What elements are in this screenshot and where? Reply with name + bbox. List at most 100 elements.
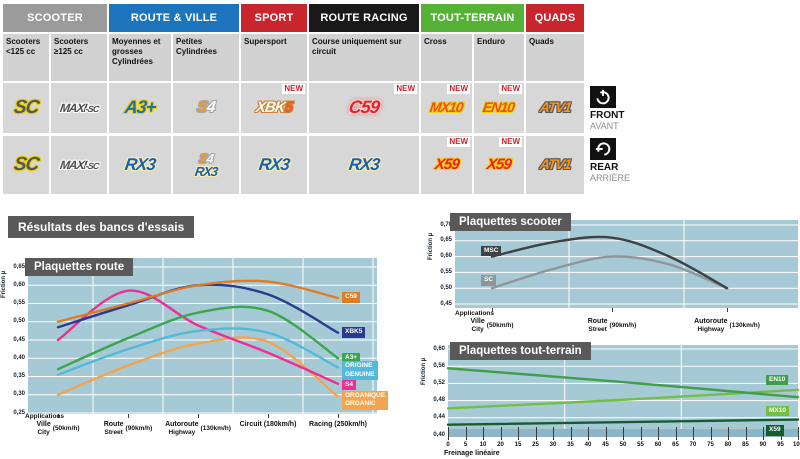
product-logo-rx3: RX3 <box>193 164 219 179</box>
new-badge: NEW <box>447 84 470 94</box>
product-logo-rx3: RX3 <box>347 154 381 174</box>
product-logo-c59: C59 <box>347 97 381 117</box>
front-label: FRONT <box>590 110 625 121</box>
product-cell: S4 <box>173 83 239 133</box>
x-tick <box>128 414 129 418</box>
table-group-header: SPORT <box>241 4 307 32</box>
series-label-msc: MSC <box>481 245 502 257</box>
product-logo-x59: X59 <box>433 156 460 173</box>
rear-label-fr: ARRIÈRE <box>590 173 631 183</box>
chart-plaquettes-route: 0,65 0,60 0,55 0,50 0,45 0,40 0,35 0,30 0,25 C59 X… <box>0 245 420 459</box>
chart-plaquettes-tout-terrain: 0,60 0,56 0,52 0,48 0,44 0,40 EN10 MX10 X59 Plaqu… <box>421 337 800 459</box>
chart-title: Plaquettes route <box>25 258 134 276</box>
x-category-label: Ville City (50km/h) <box>470 318 514 334</box>
y-tick-label: 0,52 <box>433 379 445 386</box>
x-tick <box>465 427 467 440</box>
product-cell: SC <box>3 83 49 133</box>
product-logo-atv1: ATV1 <box>538 99 572 115</box>
table-group-header: ROUTE & VILLE <box>109 4 239 32</box>
y-tick-label: 0,25 <box>13 409 25 416</box>
x-tick <box>798 427 799 440</box>
product-cell: RX3 <box>109 136 171 194</box>
table-subheader-cell: Course uniquement sur circuit <box>309 34 419 81</box>
new-badge: NEW <box>394 84 417 94</box>
new-badge: NEW <box>447 137 470 147</box>
product-cell: NEW MX10 <box>421 83 472 133</box>
x-tick <box>675 427 677 440</box>
series-label-x59: X59 <box>766 425 784 436</box>
x-category-label: Autoroute Highway (130km/h) <box>165 421 231 437</box>
x-category-label: Route Street (90km/h) <box>103 421 153 437</box>
chart-title: Plaquettes tout-terrain <box>450 342 591 360</box>
product-cell: NEW C59 <box>309 83 419 133</box>
x-tick-label: 5 <box>463 442 468 448</box>
series-label-s4: S4 <box>342 380 356 391</box>
x-tick-label: 45 <box>602 442 609 448</box>
x-tick <box>268 414 269 418</box>
x-tick <box>640 427 642 440</box>
x-tick-label: 100 <box>792 442 800 448</box>
product-cell: NEW X59 <box>421 136 472 194</box>
x-tick-label: 20 <box>497 442 504 448</box>
product-cell: ATV1 <box>526 136 584 194</box>
x-category-label: Racing (250km/h) <box>309 421 367 428</box>
y-tick-label: 0,50 <box>440 284 452 291</box>
front-brake-disc-icon <box>590 86 616 108</box>
x-tick-label: 25 <box>532 442 539 448</box>
product-logo-xbk5: XBK5 <box>254 99 294 116</box>
x-tick <box>658 427 659 440</box>
rear-products-row: SC MAXI-SC RX3 S4 RX3 RX3 RX3 NEW X59 NEW X59 ATV1 <box>3 136 584 194</box>
table-group-header: TOUT-TERRAIN <box>421 4 524 32</box>
product-cell: SC <box>3 136 49 194</box>
x-tick <box>570 427 572 440</box>
product-cell: S4 RX3 <box>173 136 239 194</box>
x-tick-label: 80 <box>724 442 732 448</box>
y-axis-label: Friction µ <box>421 357 427 385</box>
x-category-label: Ville City (50km/h) <box>36 421 80 437</box>
product-logo-s4: S4 <box>196 99 217 116</box>
new-badge: NEW <box>499 84 522 94</box>
product-logo-sc: SC <box>12 97 40 118</box>
y-tick-label: 0,65 <box>13 263 25 270</box>
product-logo-maxisc: MAXI-SC <box>58 101 99 115</box>
series-label-en10: EN10 <box>766 374 789 386</box>
table-subheader-cell: Enduro <box>474 34 524 81</box>
rear-label: REAR <box>590 162 619 173</box>
product-cell: NEW XBK5 <box>241 83 307 133</box>
table-subheader-cell: Moyennes et grosses Cylindrées <box>109 34 171 81</box>
x-category-label: Autoroute Highway (130km/h) <box>694 318 760 334</box>
product-logo-rx3: RX3 <box>257 154 291 174</box>
x-tick-label: 55 <box>637 442 644 448</box>
y-axis-label: Friction µ <box>1 270 7 298</box>
y-tick-label: 0,60 <box>440 253 452 260</box>
category-table: SCOOTER ROUTE & VILLE SPORT ROUTE RACING TOU… <box>3 4 584 194</box>
x-tick-label: 35 <box>567 442 574 448</box>
table-subheader-cell: Scooters <125 cc <box>3 34 49 81</box>
y-tick-label: 0,48 <box>433 397 445 404</box>
x-tick <box>763 427 764 440</box>
front-axle-indicator: FRONT AVANT <box>590 86 650 131</box>
y-tick-label: 0,35 <box>13 373 25 379</box>
y-tick-label: 0,65 <box>440 237 452 244</box>
product-logo-x59: X59 <box>485 156 513 173</box>
x-tick-label: 85 <box>742 442 749 448</box>
x-tick <box>492 308 493 312</box>
x-tick-label: 0 <box>446 442 450 448</box>
chart-title: Plaquettes scooter <box>450 213 571 231</box>
y-tick-label: 0,70 <box>440 221 452 228</box>
product-logo-atv1: ATV1 <box>538 156 572 172</box>
product-cell: RX3 <box>309 136 419 194</box>
x-axis-applications-label: Applications <box>455 310 495 317</box>
x-tick <box>588 427 589 440</box>
y-tick-label: 0,40 <box>13 354 25 361</box>
y-tick-label: 0,45 <box>440 300 452 307</box>
x-category-label: Circuit (180km/h) <box>239 421 297 428</box>
table-group-header-row: SCOOTER ROUTE & VILLE SPORT ROUTE RACING TOU… <box>3 4 584 32</box>
table-subheader-cell: Cross <box>421 34 472 81</box>
new-badge: NEW <box>499 137 522 147</box>
x-tick <box>780 427 782 440</box>
y-axis-label: Friction µ <box>428 232 434 260</box>
x-tick <box>693 427 694 440</box>
x-tick <box>58 414 59 418</box>
chart-plaquettes-scooter: 0,70 0,65 0,60 0,55 0,50 0,45 MSC SC Plaquettes … <box>428 213 800 335</box>
